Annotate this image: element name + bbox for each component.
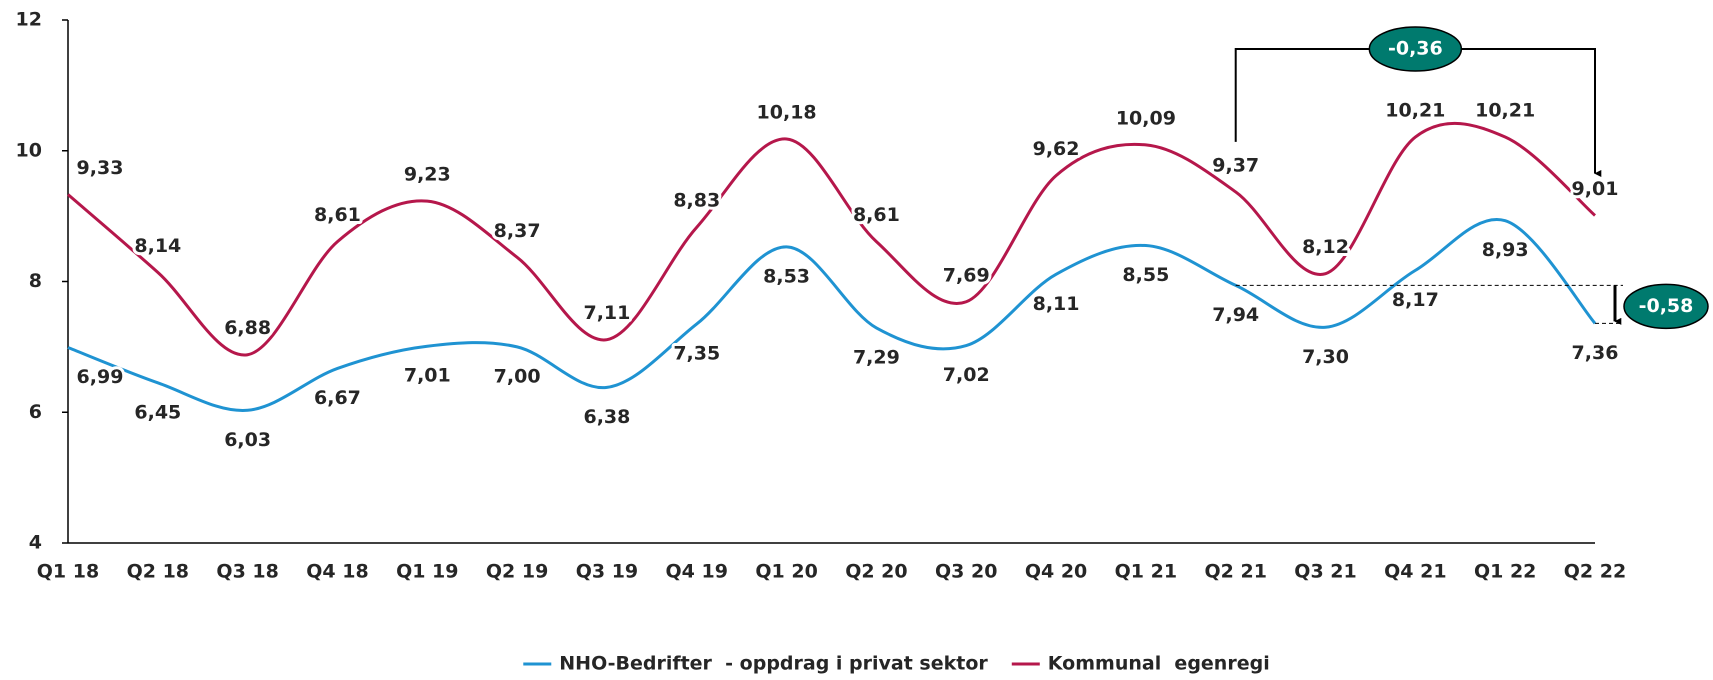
x-tick-label: Q3 19: [576, 561, 638, 583]
data-label: 7,29: [853, 346, 900, 368]
data-label: 10,18: [757, 101, 817, 123]
data-label: 7,02: [943, 364, 990, 386]
y-tick-label: 6: [29, 401, 42, 423]
x-tick-label: Q1 20: [755, 561, 817, 583]
x-tick-label: Q4 21: [1384, 561, 1446, 583]
data-label: 8,12: [1302, 236, 1349, 258]
data-label: 9,33: [77, 157, 124, 179]
annotation-bubble: [1623, 283, 1709, 330]
data-label: 8,37: [494, 220, 541, 242]
data-label: 7,30: [1302, 346, 1349, 368]
annotation: -0,58: [1639, 295, 1694, 317]
data-label: 8,55: [1122, 264, 1169, 286]
data-label: 8,61: [314, 204, 361, 226]
data-label: 7,01: [404, 365, 451, 387]
data-label: 6,38: [583, 406, 630, 428]
data-label: 9,23: [404, 164, 451, 186]
data-label: 9,62: [1033, 138, 1080, 160]
y-tick-label: 12: [16, 9, 42, 31]
data-label: 9,01: [1572, 178, 1619, 200]
annotation: -0,36: [1388, 38, 1443, 60]
x-tick-label: Q4 20: [1025, 561, 1087, 583]
data-label: 7,00: [494, 365, 541, 387]
x-tick-label: Q1 18: [37, 561, 99, 583]
data-label: 6,45: [134, 401, 181, 423]
data-label: 9,37: [1212, 154, 1259, 176]
y-tick-label: 8: [29, 270, 42, 292]
x-tick-label: Q2 21: [1204, 561, 1266, 583]
data-label: 7,35: [673, 342, 720, 364]
y-tick-label: 4: [29, 532, 42, 554]
data-label: 7,69: [943, 264, 990, 286]
data-label: 7,94: [1212, 304, 1259, 326]
data-label: 8,11: [1033, 293, 1080, 315]
legend-label: Kommunal egenregi: [1048, 653, 1270, 675]
x-tick-label: Q2 20: [845, 561, 907, 583]
series-line: [67, 121, 1596, 357]
x-tick-label: Q3 21: [1294, 561, 1356, 583]
data-label: 7,36: [1572, 342, 1619, 364]
data-label: 6,99: [77, 366, 124, 388]
data-label: 6,88: [224, 317, 271, 339]
data-label: 6,67: [314, 387, 361, 409]
legend-label: NHO-Bedrifter - oppdrag i privat sektor: [559, 653, 988, 675]
x-tick-label: Q2 22: [1564, 561, 1626, 583]
x-tick-label: Q1 19: [396, 561, 458, 583]
data-label: 8,17: [1392, 289, 1439, 311]
data-label: 6,03: [224, 429, 271, 451]
x-tick-label: Q1 22: [1474, 561, 1536, 583]
data-label: 10,21: [1385, 100, 1445, 122]
x-tick-label: Q3 18: [216, 561, 278, 583]
data-label: 8,53: [763, 265, 810, 287]
x-tick-label: Q1 21: [1115, 561, 1177, 583]
x-tick-label: Q4 19: [666, 561, 728, 583]
data-label: 8,61: [853, 204, 900, 226]
data-label: 10,21: [1475, 100, 1535, 122]
x-tick-label: Q2 18: [127, 561, 189, 583]
x-tick-label: Q3 20: [935, 561, 997, 583]
data-label: 8,93: [1482, 239, 1529, 261]
x-tick-label: Q2 19: [486, 561, 548, 583]
data-label: 8,14: [134, 235, 181, 257]
data-label: 8,83: [673, 190, 720, 212]
series-line: [67, 217, 1597, 412]
x-tick-label: Q4 18: [306, 561, 368, 583]
data-label: 10,09: [1116, 107, 1176, 129]
data-label: 7,11: [583, 302, 630, 324]
y-tick-label: 10: [16, 139, 42, 161]
annotation-bubble: [1368, 26, 1463, 72]
